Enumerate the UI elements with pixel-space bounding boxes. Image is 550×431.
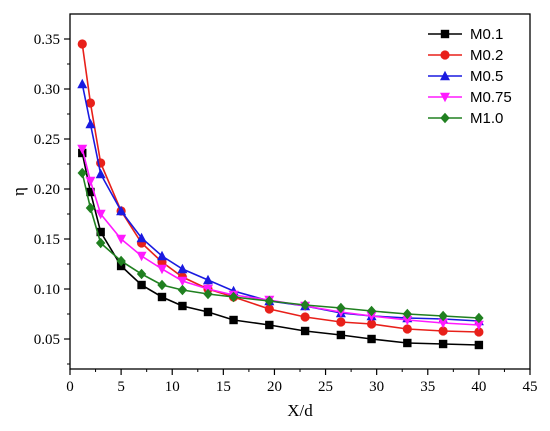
x-tick-label: 30: [369, 379, 384, 395]
data-point: [136, 232, 147, 243]
data-point: [474, 312, 484, 324]
data-point: [95, 209, 106, 220]
y-tick-label: 0.15: [34, 232, 60, 248]
data-point: [157, 250, 167, 261]
data-point: [228, 291, 239, 303]
data-point: [264, 295, 275, 307]
x-tick-label: 35: [420, 379, 435, 395]
data-point: [367, 334, 376, 344]
data-point: [438, 326, 448, 336]
data-point: [264, 304, 274, 314]
series-m1-0: [77, 167, 484, 324]
legend-marker: [440, 112, 450, 124]
data-point: [177, 284, 188, 296]
data-point: [300, 299, 310, 311]
legend-marker: [440, 70, 450, 81]
legend-marker: [440, 29, 450, 39]
data-point: [77, 144, 88, 155]
legend-label: M0.1: [470, 26, 503, 43]
data-point: [203, 288, 213, 300]
data-point: [438, 310, 448, 322]
legend-label: M0.5: [470, 68, 503, 85]
data-point: [95, 168, 106, 179]
data-point: [402, 324, 412, 334]
data-point: [473, 320, 484, 331]
data-point: [203, 274, 213, 285]
series-line: [81, 152, 479, 346]
data-point: [136, 251, 147, 262]
data-point: [300, 312, 310, 322]
data-point: [77, 39, 87, 49]
data-point: [96, 227, 105, 237]
legend-marker: [440, 92, 450, 103]
data-point: [85, 176, 96, 187]
data-point: [402, 308, 413, 320]
data-point: [77, 167, 87, 179]
x-tick-label: 25: [318, 379, 333, 395]
x-tick-label: 0: [66, 379, 74, 395]
data-point: [157, 292, 167, 302]
data-point: [366, 305, 377, 317]
axes: 0 5 10 15 20 25 30 35 40 45 0.05 0.10 0.15 0.20 0.25 0.…: [34, 13, 538, 395]
data-point: [85, 118, 96, 129]
data-point: [438, 339, 448, 349]
data-point: [265, 320, 274, 330]
legend-marker: [440, 50, 450, 60]
data-point: [474, 340, 484, 350]
data-point: [366, 311, 377, 322]
data-point: [86, 187, 95, 197]
data-point: [336, 317, 346, 327]
x-tick-label: 20: [267, 379, 282, 395]
data-point: [136, 268, 147, 280]
series-line: [81, 43, 479, 333]
y-tick-label: 0.35: [34, 32, 60, 48]
data-point: [85, 202, 96, 214]
legend: M0.1 M0.2 M0.5 M0.75 M1.0: [428, 26, 512, 127]
data-point: [177, 263, 188, 274]
data-point: [157, 264, 167, 275]
x-tick-label: 15: [216, 379, 231, 395]
data-point: [116, 255, 126, 267]
x-tick-label: 5: [117, 379, 125, 395]
legend-label: M0.75: [470, 89, 512, 106]
series-line: [81, 172, 479, 319]
y-tick-label: 0.05: [34, 332, 60, 348]
data-point: [336, 330, 346, 340]
data-point: [116, 205, 127, 216]
legend-label: M1.0: [470, 110, 503, 127]
y-axis-label: η: [9, 187, 28, 196]
legend-label: M0.2: [470, 47, 503, 64]
data-point: [366, 319, 377, 329]
x-axis-label: X/d: [287, 401, 313, 420]
data-point: [403, 338, 412, 348]
x-tick-label: 45: [523, 379, 538, 395]
series-line: [81, 83, 479, 322]
data-point: [229, 315, 238, 325]
y-tick-label: 0.10: [34, 282, 60, 298]
x-tick-label: 40: [471, 379, 486, 395]
data-point: [157, 279, 167, 291]
series-line: [81, 148, 479, 326]
data-point: [137, 280, 146, 290]
data-point: [177, 276, 188, 287]
data-point: [336, 302, 346, 314]
y-tick-label: 0.30: [34, 82, 60, 98]
series-m0-2: [77, 39, 484, 337]
data-point: [178, 301, 187, 311]
data-point: [300, 326, 310, 336]
data-point: [116, 234, 127, 245]
y-tick-label: 0.20: [34, 182, 60, 198]
data-point: [85, 98, 96, 108]
x-tick-label: 10: [165, 379, 180, 395]
data-point: [95, 237, 106, 249]
data-point: [203, 307, 213, 317]
data-point: [402, 315, 413, 326]
data-point: [77, 78, 88, 89]
y-tick-label: 0.25: [34, 132, 60, 148]
data-point: [438, 318, 449, 329]
series-layer: [77, 39, 484, 350]
data-point: [474, 327, 484, 337]
